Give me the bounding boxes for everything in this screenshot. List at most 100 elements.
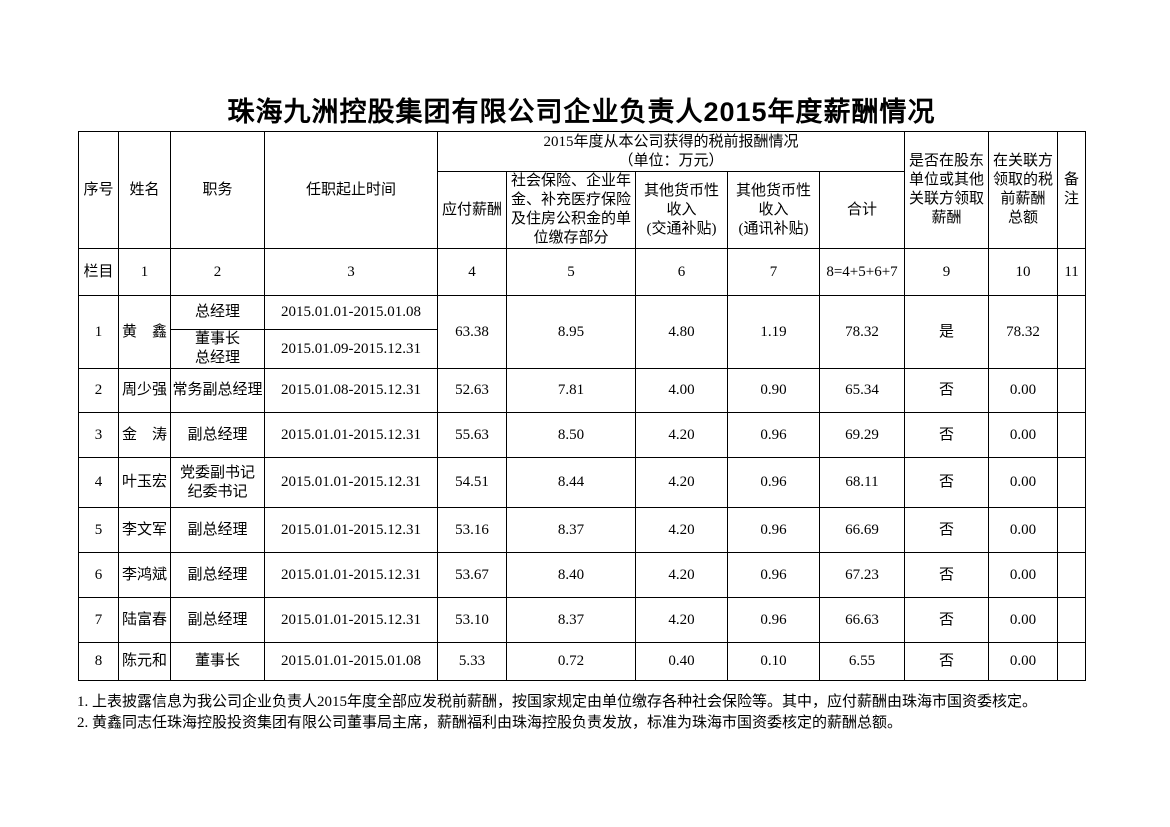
table-row: 8 陈元和 董事长 2015.01.01-2015.01.08 5.33 0.7… bbox=[78, 642, 1087, 681]
cell-name: 周少强 bbox=[118, 368, 171, 413]
header-total: 合计 bbox=[818, 171, 906, 249]
cell-pay: 53.67 bbox=[437, 552, 507, 598]
cell-related-flag: 否 bbox=[904, 597, 990, 643]
cell-remark bbox=[1057, 597, 1087, 643]
cell-related-amount: 0.00 bbox=[988, 597, 1059, 643]
index-row: 栏目 1 2 3 4 5 6 7 8=4+5+6+7 9 10 11 bbox=[78, 248, 1087, 296]
cell-transport: 4.20 bbox=[635, 552, 728, 598]
index-cell: 4 bbox=[437, 248, 507, 296]
cell-related-flag: 否 bbox=[904, 412, 990, 458]
cell-term: 2015.01.09-2015.12.31 bbox=[264, 329, 438, 369]
index-cell: 8=4+5+6+7 bbox=[818, 248, 906, 296]
cell-insurance: 0.72 bbox=[506, 642, 636, 681]
index-label: 栏目 bbox=[78, 248, 119, 296]
cell-telecom: 0.90 bbox=[727, 368, 820, 413]
cell-position: 副总经理 bbox=[170, 552, 265, 598]
cell-related-amount: 0.00 bbox=[988, 457, 1059, 508]
header-related-flag: 是否在股东 单位或其他 关联方领取 薪酬 bbox=[904, 131, 990, 249]
index-cell: 3 bbox=[264, 248, 438, 296]
header-name: 姓名 bbox=[118, 131, 171, 249]
cell-term: 2015.01.01-2015.01.08 bbox=[264, 642, 438, 681]
cell-insurance: 8.50 bbox=[506, 412, 636, 458]
cell-no: 3 bbox=[78, 412, 119, 458]
header-seq: 序号 bbox=[78, 131, 119, 249]
cell-transport: 4.20 bbox=[635, 412, 728, 458]
cell-pay: 55.63 bbox=[437, 412, 507, 458]
cell-no: 1 bbox=[78, 295, 119, 369]
cell-position: 总经理 bbox=[170, 295, 265, 330]
index-cell: 9 bbox=[904, 248, 990, 296]
cell-term: 2015.01.01-2015.12.31 bbox=[264, 597, 438, 643]
cell-term: 2015.01.08-2015.12.31 bbox=[264, 368, 438, 413]
table-row: 7 陆富春 副总经理 2015.01.01-2015.12.31 53.10 8… bbox=[78, 597, 1087, 643]
cell-transport: 4.00 bbox=[635, 368, 728, 413]
cell-related-flag: 否 bbox=[904, 457, 990, 508]
cell-telecom: 0.96 bbox=[727, 412, 820, 458]
cell-insurance: 8.95 bbox=[506, 295, 636, 369]
page-title: 珠海九洲控股集团有限公司企业负责人2015年度薪酬情况 bbox=[227, 97, 936, 127]
cell-no: 5 bbox=[78, 507, 119, 553]
cell-pay: 63.38 bbox=[437, 295, 507, 369]
cell-remark bbox=[1057, 507, 1087, 553]
header-pretax-group: 2015年度从本公司获得的税前报酬情况 （单位：万元） bbox=[436, 131, 906, 172]
cell-term: 2015.01.01-2015.01.08 bbox=[264, 295, 438, 330]
cell-related-amount: 0.00 bbox=[988, 642, 1059, 681]
header-position: 职务 bbox=[170, 131, 265, 249]
cell-position: 董事长 bbox=[170, 642, 265, 681]
cell-pay: 53.16 bbox=[437, 507, 507, 553]
cell-position: 党委副书记 纪委书记 bbox=[170, 457, 265, 508]
cell-total: 66.69 bbox=[818, 507, 906, 553]
cell-insurance: 8.37 bbox=[506, 597, 636, 643]
cell-related-flag: 否 bbox=[904, 552, 990, 598]
index-cell: 7 bbox=[727, 248, 820, 296]
cell-total: 69.29 bbox=[818, 412, 906, 458]
cell-total: 67.23 bbox=[818, 552, 906, 598]
cell-transport: 0.40 bbox=[635, 642, 728, 681]
cell-telecom: 1.19 bbox=[727, 295, 820, 369]
cell-name: 陈元和 bbox=[118, 642, 171, 681]
cell-remark bbox=[1057, 412, 1087, 458]
cell-related-amount: 0.00 bbox=[988, 368, 1059, 413]
cell-related-flag: 否 bbox=[904, 507, 990, 553]
cell-transport: 4.20 bbox=[635, 457, 728, 508]
cell-remark bbox=[1057, 642, 1087, 681]
cell-name: 金 涛 bbox=[118, 412, 171, 458]
cell-total: 66.63 bbox=[818, 597, 906, 643]
cell-insurance: 7.81 bbox=[506, 368, 636, 413]
cell-remark bbox=[1057, 457, 1087, 508]
cell-no: 6 bbox=[78, 552, 119, 598]
cell-related-amount: 0.00 bbox=[988, 552, 1059, 598]
cell-name: 叶玉宏 bbox=[118, 457, 171, 508]
header-pay: 应付薪酬 bbox=[437, 171, 507, 249]
table-row: 2 周少强 常务副总经理 2015.01.08-2015.12.31 52.63… bbox=[78, 368, 1087, 413]
cell-telecom: 0.96 bbox=[727, 457, 820, 508]
cell-position: 副总经理 bbox=[170, 597, 265, 643]
cell-related-flag: 否 bbox=[904, 368, 990, 413]
cell-position: 董事长 总经理 bbox=[170, 329, 265, 369]
cell-remark bbox=[1057, 368, 1087, 413]
cell-term: 2015.01.01-2015.12.31 bbox=[264, 412, 438, 458]
cell-no: 2 bbox=[78, 368, 119, 413]
index-cell: 6 bbox=[635, 248, 728, 296]
cell-pay: 54.51 bbox=[437, 457, 507, 508]
index-cell: 1 bbox=[118, 248, 171, 296]
cell-telecom: 0.96 bbox=[727, 597, 820, 643]
table-row: 董事长 总经理 2015.01.09-2015.12.31 bbox=[79, 329, 1086, 369]
salary-table: 序号 姓名 职务 任职起止时间 2015年度从本公司获得的税前报酬情况 （单位：… bbox=[78, 131, 1087, 681]
cell-related-flag: 是 bbox=[904, 295, 990, 369]
cell-insurance: 8.37 bbox=[506, 507, 636, 553]
table-row: 3 金 涛 副总经理 2015.01.01-2015.12.31 55.63 8… bbox=[78, 412, 1087, 458]
footnote: 2. 黄鑫同志任珠海控股投资集团有限公司董事局主席，薪酬福利由珠海控股负责发放，… bbox=[77, 715, 903, 731]
cell-term: 2015.01.01-2015.12.31 bbox=[264, 507, 438, 553]
index-cell: 11 bbox=[1057, 248, 1087, 296]
cell-no: 7 bbox=[78, 597, 119, 643]
table-row: 4 叶玉宏 党委副书记 纪委书记 2015.01.01-2015.12.31 5… bbox=[78, 457, 1087, 508]
cell-pay: 53.10 bbox=[437, 597, 507, 643]
cell-total: 65.34 bbox=[818, 368, 906, 413]
cell-telecom: 0.96 bbox=[727, 507, 820, 553]
cell-total: 6.55 bbox=[818, 642, 906, 681]
cell-telecom: 0.96 bbox=[727, 552, 820, 598]
table-row: 5 李文军 副总经理 2015.01.01-2015.12.31 53.16 8… bbox=[78, 507, 1087, 553]
cell-pay: 52.63 bbox=[437, 368, 507, 413]
